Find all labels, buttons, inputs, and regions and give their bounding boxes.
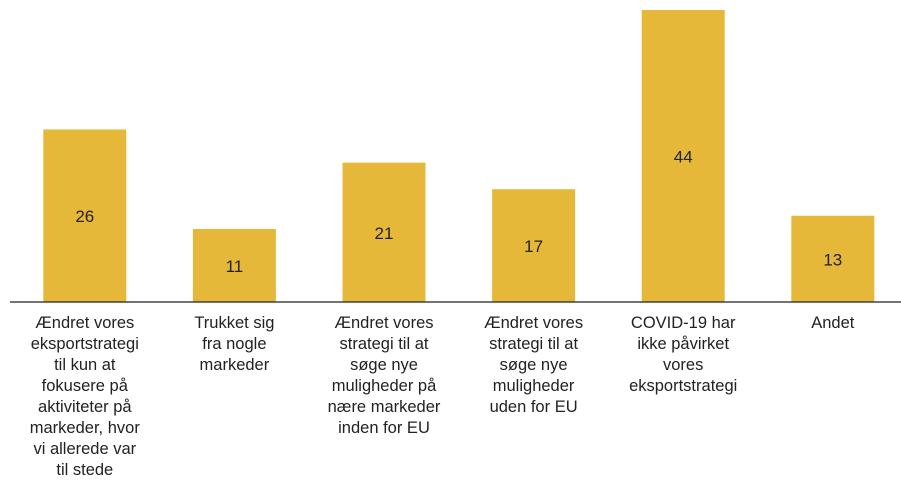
category-label: Ændret vores strategi til at søge nye mu… xyxy=(484,314,584,416)
value-label: 26 xyxy=(75,207,94,226)
bar xyxy=(492,189,576,302)
value-label: 17 xyxy=(524,237,543,256)
bar xyxy=(791,215,875,302)
value-label: 11 xyxy=(226,257,244,276)
category-label: Trukket sig fra nogle markeder xyxy=(194,314,275,374)
value-label: 21 xyxy=(375,224,394,243)
bar xyxy=(43,129,127,302)
category-label: Ændret vores eksportstrategi til kun at … xyxy=(29,314,140,479)
value-label: 13 xyxy=(823,250,842,269)
value-label: 44 xyxy=(674,147,693,166)
category-label: Ændret vores strategi til at søge nye mu… xyxy=(327,314,441,437)
bar xyxy=(641,10,725,302)
bar xyxy=(192,229,276,302)
category-label: Andet xyxy=(811,314,855,332)
category-label: COVID-19 har ikke påvirket vores eksport… xyxy=(629,314,738,395)
bar xyxy=(342,162,426,302)
